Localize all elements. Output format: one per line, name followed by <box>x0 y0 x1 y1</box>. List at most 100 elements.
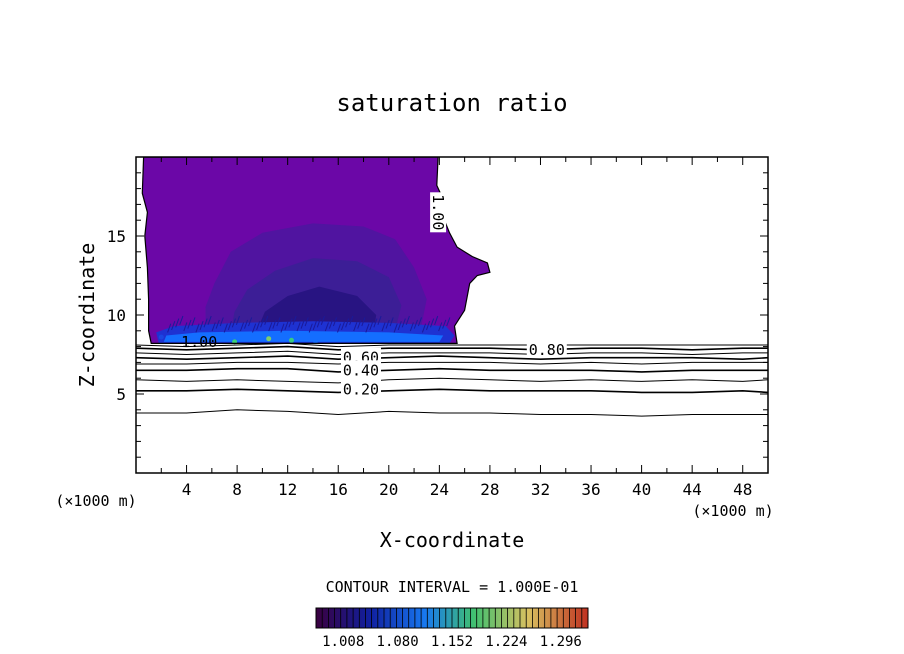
texture-streak <box>324 322 329 332</box>
texture-streak <box>357 319 362 329</box>
texture-streak <box>308 323 313 333</box>
texture-streak <box>288 318 293 328</box>
saturation-layer-3 <box>256 286 377 333</box>
texture-streak <box>171 321 176 331</box>
contour-0.50 <box>136 361 768 365</box>
texture-streak <box>337 323 342 333</box>
x-tick-label: 36 <box>581 480 600 499</box>
colorbar-tick-label: 1.152 <box>431 634 473 650</box>
supersaturation-max-2 <box>289 337 294 343</box>
contour-label-bg <box>340 347 381 364</box>
texture-streak <box>421 323 427 333</box>
texture-streak <box>312 321 317 331</box>
texture-streak <box>446 317 451 327</box>
texture-streak <box>373 318 378 328</box>
colorbar-tick-label: 1.008 <box>322 634 364 650</box>
texture-streak <box>365 323 370 333</box>
texture-streak <box>328 319 334 329</box>
texture-streak <box>284 321 289 331</box>
texture-streak <box>179 315 184 325</box>
texture-streak <box>417 317 422 327</box>
texture-streak <box>276 317 281 327</box>
texture-streak <box>211 322 216 332</box>
contour-label-bg <box>526 339 567 356</box>
colorbar-tick-labels: 1.008 1.080 1.152 1.224 1.296 <box>322 634 582 650</box>
contour-0.10 <box>136 409 768 417</box>
texture-streak <box>393 323 398 333</box>
texture-streak <box>438 322 443 332</box>
texture-streak <box>227 321 232 331</box>
texture-streak <box>187 319 192 329</box>
z-axis-unit: (×1000 m) <box>692 502 773 520</box>
texture-streak <box>296 322 301 332</box>
x-tick-label: 16 <box>329 480 348 499</box>
x-tick-label: 28 <box>480 480 499 499</box>
contour-0.90 <box>136 342 768 348</box>
texture-streak <box>442 319 447 329</box>
contour-label-bg <box>430 192 447 233</box>
texture-streak <box>409 322 414 332</box>
texture-streak <box>353 322 358 332</box>
contour-label-3: 0.20 <box>343 380 379 398</box>
y-tick-label: 10 <box>107 306 126 325</box>
texture-streak <box>167 323 172 333</box>
texture-streak <box>264 315 269 325</box>
contour-label-0: 1.00 <box>181 333 217 351</box>
supersaturation-max-3 <box>313 338 318 344</box>
texture-streak <box>345 318 350 328</box>
x-tick-label: 24 <box>430 480 449 499</box>
x-tick-label: 40 <box>632 480 651 499</box>
texture-streak <box>304 317 309 327</box>
texture-streak <box>430 318 435 328</box>
contour-label-4: 0.80 <box>529 341 565 359</box>
texture-streak <box>300 319 305 329</box>
saturation-layer-5 <box>163 330 444 342</box>
x-tick-label: 44 <box>683 480 702 499</box>
contour-label-2: 0.40 <box>343 361 379 379</box>
texture-streak <box>244 319 249 329</box>
texture-streak <box>389 317 394 327</box>
texture-streak <box>332 317 338 327</box>
y-tick-label: 5 <box>116 385 126 404</box>
y-axis-label: Z-coordinate <box>75 243 99 388</box>
y-tick-label: 15 <box>107 227 126 246</box>
x-axis-label: X-coordinate <box>380 528 525 552</box>
contour-labels: 1.000.600.400.200.801.00 <box>181 192 567 398</box>
texture-streak <box>316 318 321 328</box>
contour-0.60 <box>136 355 768 361</box>
contour-label-bg <box>340 379 381 396</box>
x-tick-label: 4 <box>182 480 192 499</box>
contour-0.40 <box>136 367 768 373</box>
texture-streak <box>203 318 208 328</box>
texture-streak <box>397 321 402 331</box>
texture-streak <box>191 317 196 327</box>
texture-streak <box>268 322 273 332</box>
texture-streak <box>320 315 325 325</box>
texture-streak <box>219 317 224 327</box>
contour-0.80 <box>136 345 768 351</box>
texture-streak <box>272 319 277 329</box>
texture-streak <box>260 318 265 328</box>
texture-streak <box>248 317 253 327</box>
x-tick-label: 12 <box>278 480 297 499</box>
texture-streak <box>256 321 261 331</box>
supersaturation-max-4 <box>158 334 164 340</box>
texture-streak <box>349 315 354 325</box>
texture-streak <box>377 315 382 325</box>
texture-streak <box>223 323 228 333</box>
texture-streak <box>385 319 390 329</box>
x-tick-label: 8 <box>232 480 242 499</box>
texture-streak <box>195 323 200 333</box>
x-tick-label: 20 <box>379 480 398 499</box>
contour-label-5: 1.00 <box>429 194 447 230</box>
texture-streak <box>199 321 204 331</box>
texture-streak <box>280 323 285 333</box>
colorbar-stripes <box>321 608 583 628</box>
texture-streak <box>426 321 431 331</box>
texture-streak <box>183 322 188 332</box>
texture-streak <box>215 319 220 329</box>
x-tick-label: 48 <box>733 480 752 499</box>
contour-lines <box>136 342 768 417</box>
